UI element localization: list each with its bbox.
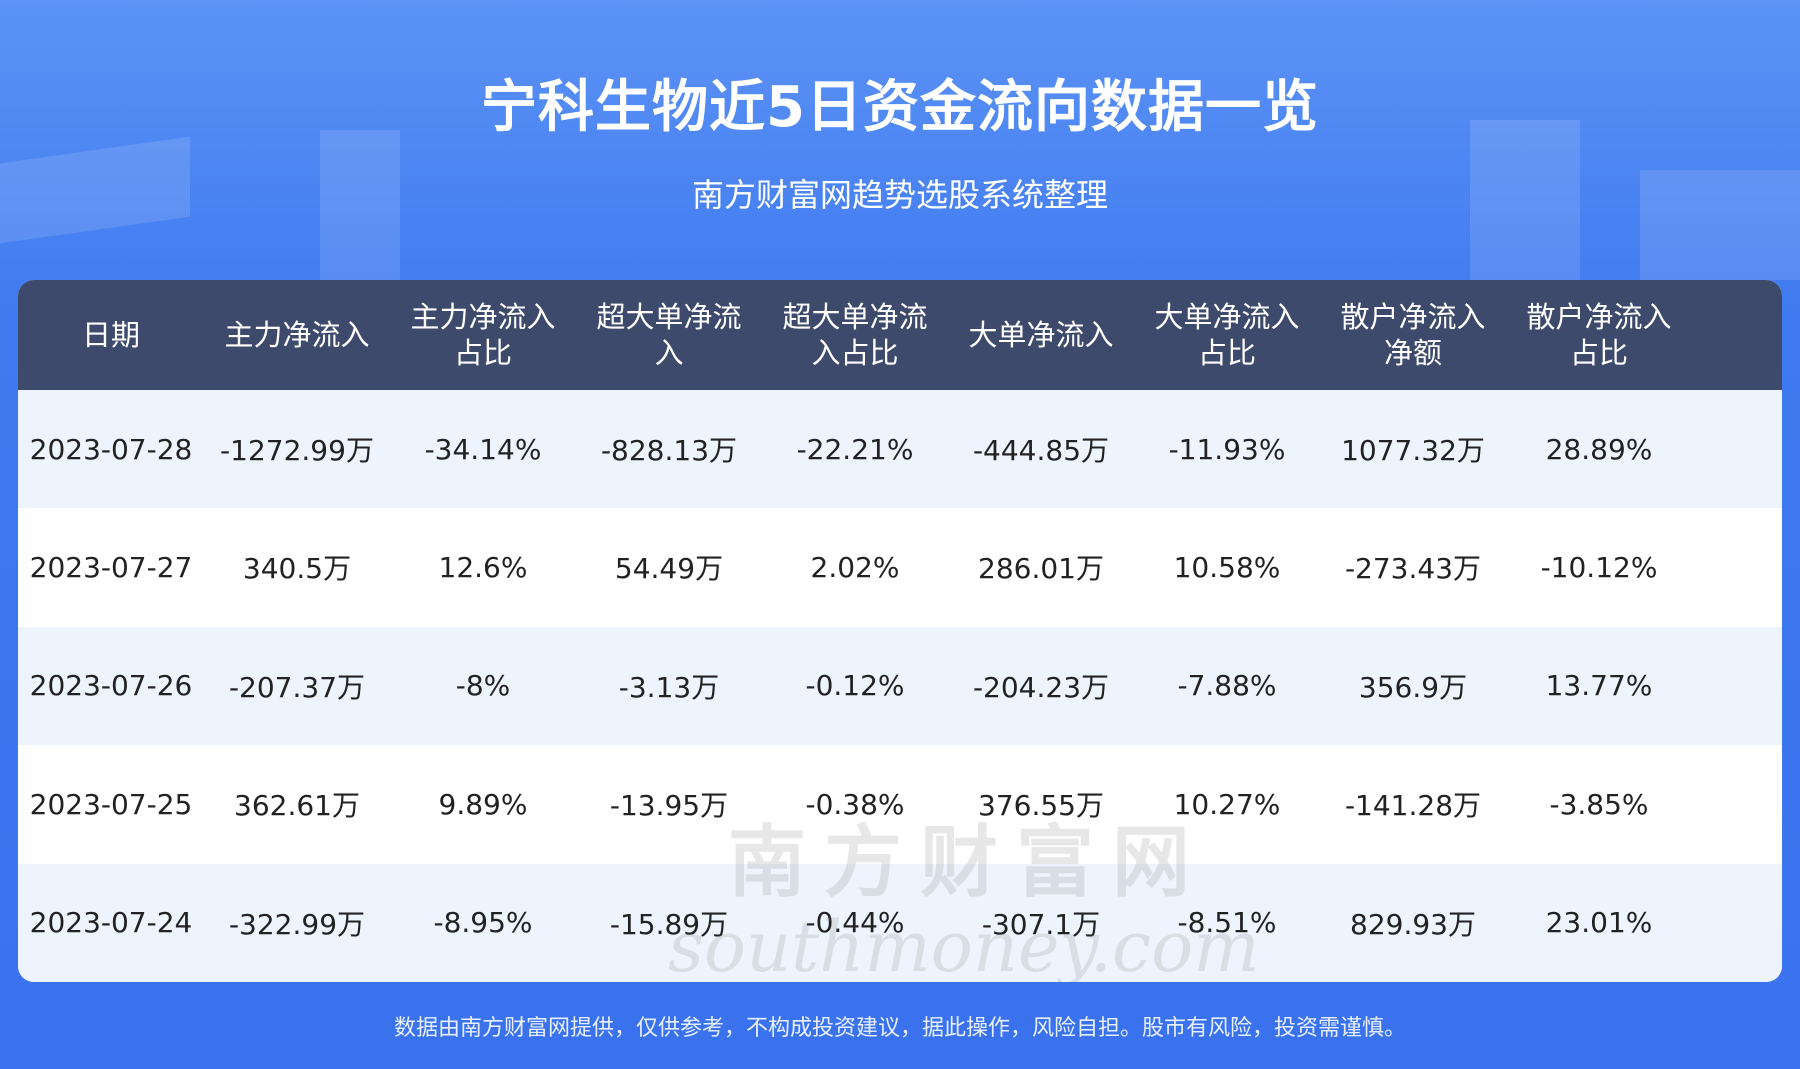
header-text: 超大单净流入 xyxy=(596,300,742,370)
table-cell: 23.01% xyxy=(1545,906,1653,940)
table-cell: 54.49万 xyxy=(614,552,724,586)
header-text: 大单净流入 xyxy=(968,318,1114,352)
table-cell: -10.12% xyxy=(1540,550,1658,584)
header-text: 散户净流入净额 xyxy=(1340,300,1486,370)
table-cell: -22.21% xyxy=(796,432,914,466)
background-decoration xyxy=(1470,120,1580,280)
table-cell: 13.77% xyxy=(1545,669,1653,703)
table-cell: -444.85万 xyxy=(972,434,1110,467)
table-cell: 9.89% xyxy=(438,787,528,821)
header-cell: 主力净流入 xyxy=(204,317,390,353)
table-cell: 10.58% xyxy=(1173,550,1281,584)
table-cell: 2.02% xyxy=(810,550,900,584)
table-cell: -7.88% xyxy=(1177,669,1277,703)
header-text: 主力净流入 xyxy=(224,318,370,352)
header-cell: 大单净流入 xyxy=(948,317,1134,353)
table-row: 2023-07-27 340.5万 12.6% 54.49万 2.02% 286.01万 1… xyxy=(18,508,1782,626)
table-cell: 28.89% xyxy=(1545,432,1653,466)
table-cell: 2023-07-28 xyxy=(29,432,193,466)
table-row: 2023-07-25 362.61万 9.89% -13.95万 -0.38% 376.5… xyxy=(18,745,1782,863)
table-cell: 829.93万 xyxy=(1350,907,1476,941)
table-cell: -322.99万 xyxy=(228,907,366,941)
table-cell: 340.5万 xyxy=(242,552,352,586)
data-table: 日期 主力净流入 主力净流入占比 超大单净流入 超大单净流入占比 大单净流入 大单净流入占比… xyxy=(18,280,1782,982)
table-row: 2023-07-24 -322.99万 -8.95% -15.89万 -0.44% -30… xyxy=(18,863,1782,982)
footer: 数据由南方财富网提供，仅供参考，不构成投资建议，据此操作，风险自担。股市有风险，… xyxy=(393,1016,1406,1041)
table-cell: 362.61万 xyxy=(234,789,360,823)
subtitle: 南方财富网趋势选股系统整理 xyxy=(691,176,1108,214)
table-cell: -273.43万 xyxy=(1344,552,1482,586)
table-row: 2023-07-28 -1272.99万 -34.14% -828.13万 -22.21… xyxy=(18,390,1782,508)
table-cell: 2023-07-25 xyxy=(29,787,193,821)
header-text: 散户净流入占比 xyxy=(1526,300,1672,370)
table-row: 2023-07-26 -207.37万 -8% -3.13万 -0.12% -204.23… xyxy=(18,626,1782,745)
table-cell: -15.89万 xyxy=(609,907,729,941)
title: 宁科生物近5日资金流向数据一览 xyxy=(481,75,1319,140)
header-cell: 超大单净流入占比 xyxy=(762,299,948,371)
table-cell: -8.95% xyxy=(433,906,533,940)
table-header: 日期 主力净流入 主力净流入占比 超大单净流入 超大单净流入占比 大单净流入 大单净流入占比… xyxy=(18,280,1782,390)
table-cell: 2023-07-24 xyxy=(29,906,193,940)
table-cell: -13.95万 xyxy=(609,789,729,823)
table-cell: 12.6% xyxy=(438,550,528,584)
background-decoration xyxy=(1640,170,1800,280)
table-cell: -0.38% xyxy=(805,787,905,821)
header-cell: 主力净流入占比 xyxy=(390,299,576,371)
table-cell: 2023-07-26 xyxy=(29,669,193,703)
header-cell: 超大单净流入 xyxy=(576,299,762,371)
table-cell: -207.37万 xyxy=(228,670,366,704)
header-cell: 日期 xyxy=(18,317,204,353)
header-text: 日期 xyxy=(81,318,140,352)
table-cell: 2023-07-27 xyxy=(29,550,193,584)
table-cell: -8% xyxy=(455,669,511,703)
table-cell: -0.12% xyxy=(805,669,905,703)
table-cell: -307.1万 xyxy=(981,907,1101,941)
table-cell: -828.13万 xyxy=(600,434,738,467)
header-cell: 散户净流入占比 xyxy=(1506,299,1692,371)
table-cell: -11.93% xyxy=(1168,432,1286,466)
table-cell: -3.85% xyxy=(1549,787,1649,821)
table-cell: 10.27% xyxy=(1173,787,1281,821)
table-cell: 356.9万 xyxy=(1358,670,1468,704)
table-cell: -1272.99万 xyxy=(220,434,374,467)
header-text: 超大单净流入占比 xyxy=(782,300,928,370)
table-cell: 286.01万 xyxy=(978,552,1104,586)
background-decoration xyxy=(320,130,400,280)
header-cell: 大单净流入占比 xyxy=(1134,299,1320,371)
table-cell: -34.14% xyxy=(424,432,542,466)
table-cell: -141.28万 xyxy=(1344,789,1482,823)
header-text: 大单净流入占比 xyxy=(1154,300,1300,370)
header-cell: 散户净流入净额 xyxy=(1320,299,1506,371)
table-cell: -3.13万 xyxy=(618,670,720,704)
table-cell: -204.23万 xyxy=(972,670,1110,704)
table-cell: -8.51% xyxy=(1177,906,1277,940)
header-text: 主力净流入占比 xyxy=(410,300,556,370)
table-cell: 1077.32万 xyxy=(1341,434,1485,467)
table-cell: 376.55万 xyxy=(978,789,1104,823)
table-cell: -0.44% xyxy=(805,906,905,940)
